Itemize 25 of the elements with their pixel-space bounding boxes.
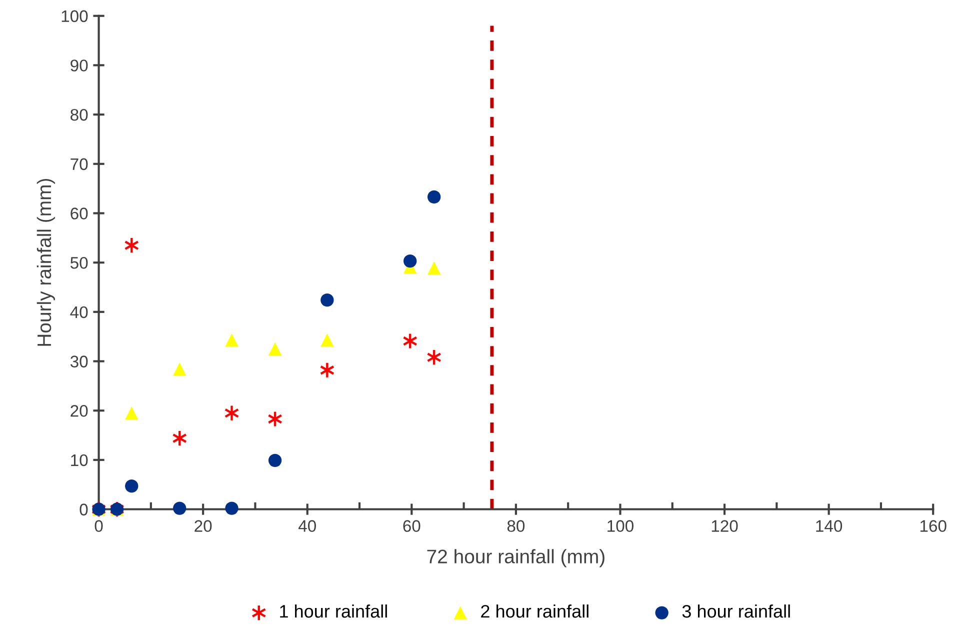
y-tick-label: 0 bbox=[80, 504, 88, 516]
y-tick-label: 90 bbox=[70, 60, 88, 72]
y-tick-label: 100 bbox=[62, 10, 88, 22]
x-tick-label: 0 bbox=[94, 520, 103, 532]
x-tick-label: 140 bbox=[816, 520, 842, 532]
x-tick-label: 60 bbox=[403, 520, 420, 532]
x-tick-label: 80 bbox=[507, 520, 525, 532]
legend-label: 1 hour rainfall bbox=[280, 604, 387, 618]
x-tick-label: 20 bbox=[194, 520, 212, 532]
y-axis-title: Hourly rainfall (mm) bbox=[36, 178, 55, 346]
legend-label: 3 hour rainfall bbox=[682, 604, 790, 618]
y-tick-label: 10 bbox=[71, 454, 88, 466]
x-tick-label: 100 bbox=[608, 520, 634, 532]
x-tick-label: 120 bbox=[712, 520, 738, 532]
x-tick-label: 40 bbox=[298, 520, 316, 532]
y-tick-label: 80 bbox=[70, 108, 88, 121]
y-tick-label: 30 bbox=[70, 356, 88, 368]
x-axis-title: 72 hour rainfall (mm) bbox=[427, 549, 604, 568]
y-tick-label: 70 bbox=[70, 158, 88, 170]
y-tick-label: 60 bbox=[70, 208, 88, 220]
y-tick-label: 20 bbox=[70, 404, 88, 417]
x-tick-label: 160 bbox=[920, 520, 946, 532]
y-tick-label: 50 bbox=[70, 256, 88, 269]
legend-label: 2 hour rainfall bbox=[481, 604, 588, 618]
y-tick-label: 40 bbox=[70, 306, 88, 318]
